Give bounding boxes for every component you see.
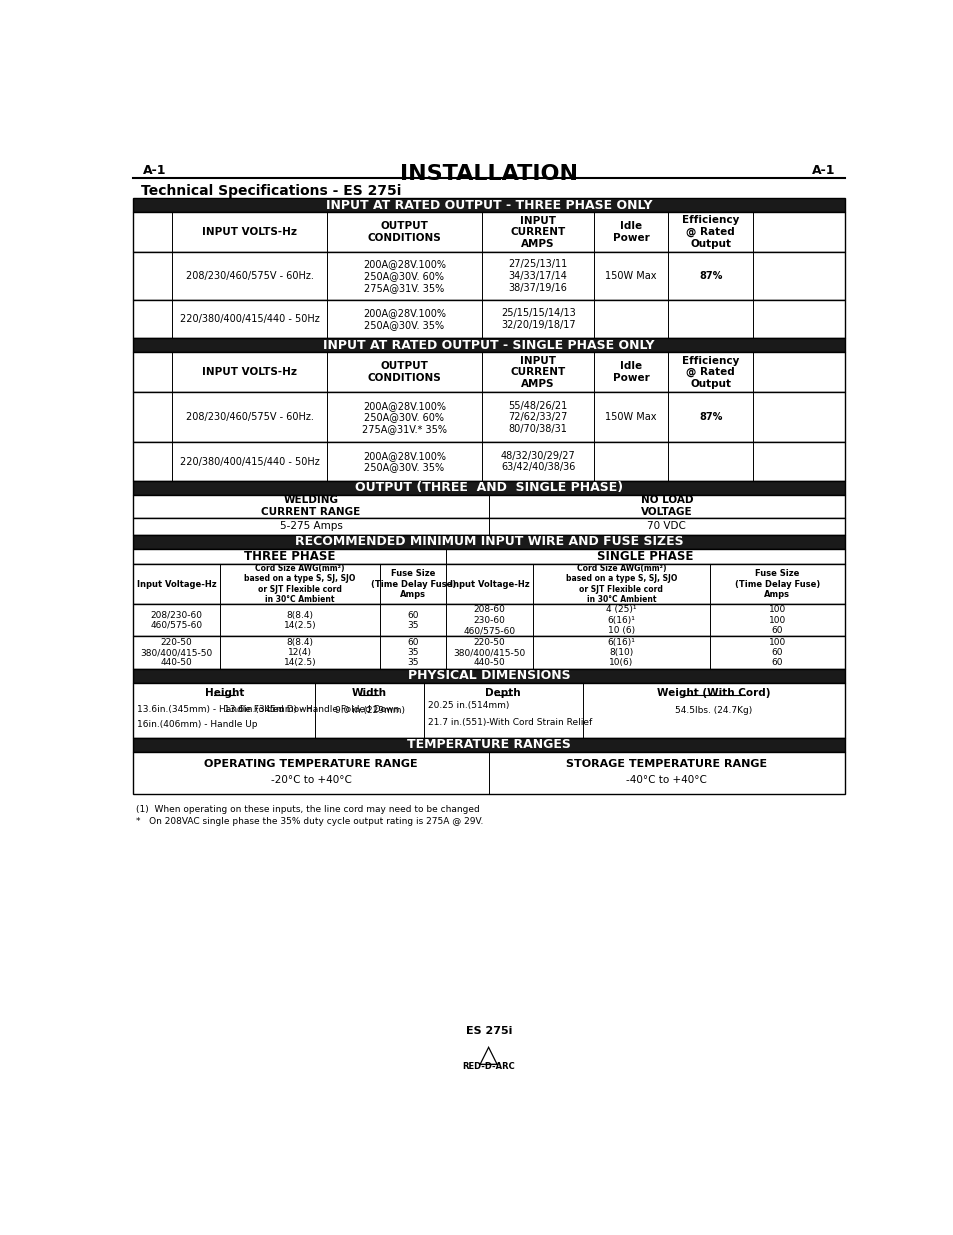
Text: 21.7 in.(551)-With Cord Strain Relief: 21.7 in.(551)-With Cord Strain Relief — [427, 718, 591, 727]
Text: 27/25/13/11
34/33/17/14
38/37/19/16: 27/25/13/11 34/33/17/14 38/37/19/16 — [508, 259, 567, 293]
Text: Cord Size AWG(mm²)
based on a type S, SJ, SJO
or SJT Flexible cord
in 30°C Ambie: Cord Size AWG(mm²) based on a type S, SJ… — [244, 564, 355, 604]
Bar — [133, 564, 843, 604]
Text: INPUT VOLTS-Hz: INPUT VOLTS-Hz — [202, 367, 296, 377]
Text: 70 VDC: 70 VDC — [647, 521, 685, 531]
Text: RECOMMENDED MINIMUM INPUT WIRE AND FUSE SIZES: RECOMMENDED MINIMUM INPUT WIRE AND FUSE … — [294, 535, 682, 548]
Text: TEMPERATURE RANGES: TEMPERATURE RANGES — [407, 739, 570, 751]
Bar — [133, 636, 843, 668]
Text: Weight (With Cord): Weight (With Cord) — [657, 688, 770, 698]
Text: 208/230/460/575V - 60Hz.: 208/230/460/575V - 60Hz. — [185, 412, 313, 422]
Text: OUTPUT
CONDITIONS: OUTPUT CONDITIONS — [367, 362, 441, 383]
Text: 60
35: 60 35 — [407, 610, 418, 630]
Text: 55/48/26/21
72/62/33/27
80/70/38/31: 55/48/26/21 72/62/33/27 80/70/38/31 — [508, 400, 567, 433]
Bar — [133, 517, 843, 535]
Bar — [133, 393, 843, 442]
Text: INPUT AT RATED OUTPUT - THREE PHASE ONLY: INPUT AT RATED OUTPUT - THREE PHASE ONLY — [325, 199, 652, 211]
Bar — [133, 683, 843, 739]
Text: Fuse Size
(Time Delay Fuse)
Amps: Fuse Size (Time Delay Fuse) Amps — [371, 569, 456, 599]
Bar — [133, 739, 843, 752]
Text: 20.25 in.(514mm): 20.25 in.(514mm) — [427, 701, 509, 710]
Text: △: △ — [478, 1042, 498, 1067]
Bar — [133, 300, 843, 338]
Text: 200A@28V.100%
250A@30V. 35%: 200A@28V.100% 250A@30V. 35% — [362, 451, 445, 473]
Text: Idle
Power: Idle Power — [612, 362, 649, 383]
Text: OUTPUT
CONDITIONS: OUTPUT CONDITIONS — [367, 221, 441, 243]
Text: Efficiency
@ Rated
Output: Efficiency @ Rated Output — [681, 215, 739, 249]
Text: 6(16)¹
8(10)
10(6): 6(16)¹ 8(10) 10(6) — [607, 637, 635, 667]
Bar — [133, 442, 843, 480]
Text: RED-D-ARC: RED-D-ARC — [462, 1062, 515, 1071]
Text: INPUT VOLTS-Hz: INPUT VOLTS-Hz — [202, 227, 296, 237]
Text: Technical Specifications - ES 275i: Technical Specifications - ES 275i — [141, 184, 401, 199]
Text: 150W Max: 150W Max — [605, 270, 657, 282]
Text: Height: Height — [204, 688, 244, 698]
Text: -40°C to +40°C: -40°C to +40°C — [626, 776, 706, 785]
Text: 87%: 87% — [699, 412, 721, 422]
Text: 54.5lbs. (24.7Kg): 54.5lbs. (24.7Kg) — [675, 705, 752, 715]
Text: Idle
Power: Idle Power — [612, 221, 649, 243]
Text: 220/380/400/415/440 - 50Hz: 220/380/400/415/440 - 50Hz — [179, 314, 319, 324]
Bar — [133, 752, 843, 794]
Text: 200A@28V.100%
250A@30V. 60%
275A@31V. 35%: 200A@28V.100% 250A@30V. 60% 275A@31V. 35… — [362, 259, 445, 293]
Text: Depth: Depth — [485, 688, 520, 698]
Text: 8(8.4)
14(2.5): 8(8.4) 14(2.5) — [284, 610, 316, 630]
Text: INPUT AT RATED OUTPUT - SINGLE PHASE ONLY: INPUT AT RATED OUTPUT - SINGLE PHASE ONL… — [323, 338, 654, 352]
Bar — [133, 338, 843, 352]
Text: NO LOAD
VOLTAGE: NO LOAD VOLTAGE — [639, 495, 692, 517]
Text: -20°C to +40°C: -20°C to +40°C — [271, 776, 351, 785]
Bar — [133, 480, 843, 495]
Text: Input Voltage-Hz: Input Voltage-Hz — [136, 579, 216, 589]
Bar — [133, 604, 843, 636]
Bar — [133, 252, 843, 300]
Bar — [133, 495, 843, 517]
Bar — [133, 668, 843, 683]
Text: INSTALLATION: INSTALLATION — [399, 163, 578, 184]
Text: 13.6in.(345mm) - Handle Folded Down: 13.6in.(345mm) - Handle Folded Down — [137, 705, 312, 714]
Text: 13.6in.(345mm) - Handle Folded Down: 13.6in.(345mm) - Handle Folded Down — [224, 705, 399, 714]
Text: 220-50
380/400/415-50
440-50: 220-50 380/400/415-50 440-50 — [453, 637, 525, 667]
Text: STORAGE TEMPERATURE RANGE: STORAGE TEMPERATURE RANGE — [566, 760, 766, 769]
Bar — [133, 212, 843, 252]
Text: Width: Width — [352, 688, 387, 698]
Text: 87%: 87% — [699, 270, 721, 282]
Text: SINGLE PHASE: SINGLE PHASE — [597, 550, 693, 563]
Text: 8(8.4)
12(4)
14(2.5): 8(8.4) 12(4) 14(2.5) — [284, 637, 316, 667]
Text: PHYSICAL DIMENSIONS: PHYSICAL DIMENSIONS — [407, 669, 570, 682]
Text: OUTPUT (THREE  AND  SINGLE PHASE): OUTPUT (THREE AND SINGLE PHASE) — [355, 482, 622, 494]
Text: Input Voltage-Hz: Input Voltage-Hz — [450, 579, 529, 589]
Text: (1)  When operating on these inputs, the line cord may need to be changed: (1) When operating on these inputs, the … — [135, 805, 478, 814]
Text: OPERATING TEMPERATURE RANGE: OPERATING TEMPERATURE RANGE — [204, 760, 417, 769]
Text: INPUT
CURRENT
AMPS: INPUT CURRENT AMPS — [510, 216, 565, 248]
Text: 208-60
230-60
460/575-60: 208-60 230-60 460/575-60 — [463, 605, 516, 635]
Text: 100
60
60: 100 60 60 — [768, 637, 785, 667]
Text: *   On 208VAC single phase the 35% duty cycle output rating is 275A @ 29V.: * On 208VAC single phase the 35% duty cy… — [135, 818, 482, 826]
Text: 100
100
60: 100 100 60 — [768, 605, 785, 635]
Text: 208/230-60
460/575-60: 208/230-60 460/575-60 — [151, 610, 202, 630]
Text: 60
35
35: 60 35 35 — [407, 637, 418, 667]
Text: 200A@28V.100%
250A@30V. 60%
275A@31V.* 35%: 200A@28V.100% 250A@30V. 60% 275A@31V.* 3… — [361, 400, 447, 433]
Text: ES 275i: ES 275i — [465, 1026, 512, 1036]
Bar — [133, 535, 843, 548]
Text: Cord Size AWG(mm²)
based on a type S, SJ, SJO
or SJT Flexible cord
in 30°C Ambie: Cord Size AWG(mm²) based on a type S, SJ… — [565, 564, 677, 604]
Text: 48/32/30/29/27
63/42/40/38/36: 48/32/30/29/27 63/42/40/38/36 — [500, 451, 575, 473]
Text: 5-275 Amps: 5-275 Amps — [279, 521, 342, 531]
Bar — [133, 548, 843, 564]
Text: 200A@28V.100%
250A@30V. 35%: 200A@28V.100% 250A@30V. 35% — [362, 309, 445, 330]
Text: 4 (25)¹
6(16)¹
10 (6): 4 (25)¹ 6(16)¹ 10 (6) — [605, 605, 636, 635]
Text: A-1: A-1 — [811, 163, 835, 177]
Text: 150W Max: 150W Max — [605, 412, 657, 422]
Text: Fuse Size
(Time Delay Fuse)
Amps: Fuse Size (Time Delay Fuse) Amps — [734, 569, 819, 599]
Text: WELDING
CURRENT RANGE: WELDING CURRENT RANGE — [261, 495, 360, 517]
Text: 220-50
380/400/415-50
440-50: 220-50 380/400/415-50 440-50 — [140, 637, 213, 667]
Text: Efficiency
@ Rated
Output: Efficiency @ Rated Output — [681, 356, 739, 389]
Text: THREE PHASE: THREE PHASE — [244, 550, 335, 563]
Text: INPUT
CURRENT
AMPS: INPUT CURRENT AMPS — [510, 356, 565, 389]
Text: 9.0 in.(229mm): 9.0 in.(229mm) — [335, 705, 404, 715]
Bar — [133, 199, 843, 212]
Text: 208/230/460/575V - 60Hz.: 208/230/460/575V - 60Hz. — [185, 270, 313, 282]
Text: 220/380/400/415/440 - 50Hz: 220/380/400/415/440 - 50Hz — [179, 457, 319, 467]
Text: 25/15/15/14/13
32/20/19/18/17: 25/15/15/14/13 32/20/19/18/17 — [500, 309, 575, 330]
Text: 16in.(406mm) - Handle Up: 16in.(406mm) - Handle Up — [137, 720, 257, 730]
Bar — [133, 352, 843, 393]
Text: A-1: A-1 — [142, 163, 166, 177]
